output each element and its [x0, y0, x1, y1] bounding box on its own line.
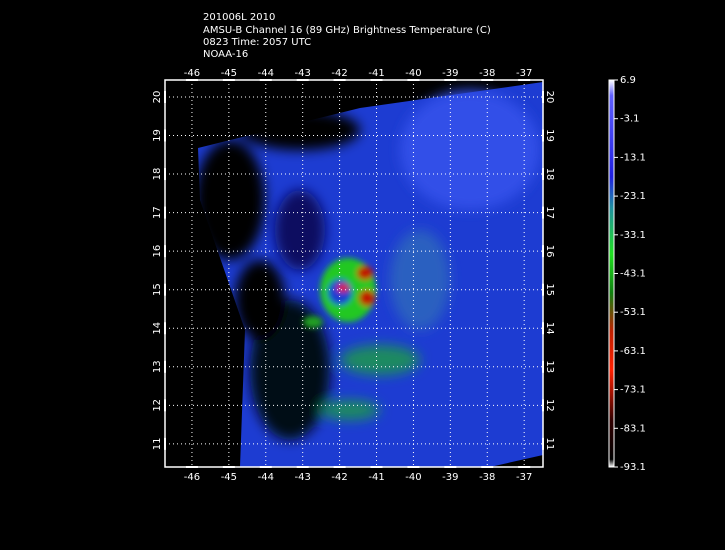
colorbar-label: -83.1 — [620, 423, 646, 434]
colorbar-label: -43.1 — [620, 269, 646, 280]
x-tick-label: -42 — [331, 472, 347, 483]
y-tick-label: 11 — [544, 438, 555, 451]
y-tick-label: 15 — [544, 283, 555, 296]
title-line: 0823 Time: 2057 UTC — [203, 37, 311, 48]
colorbar — [608, 79, 615, 468]
y-tick-label: 19 — [152, 129, 163, 142]
x-tick-label: -41 — [368, 68, 384, 79]
y-tick-label: 18 — [544, 168, 555, 181]
y-tick-label: 14 — [544, 322, 555, 335]
y-tick-label: 16 — [544, 245, 555, 258]
colorbar-label: -93.1 — [620, 462, 646, 473]
y-tick-label: 11 — [152, 438, 163, 451]
x-tick-label: -46 — [184, 472, 200, 483]
x-tick-label: -39 — [442, 472, 458, 483]
colorbar-label: -63.1 — [620, 346, 646, 357]
y-tick-label: 20 — [152, 91, 163, 104]
y-tick-label: 16 — [152, 245, 163, 258]
x-tick-label: -45 — [221, 68, 237, 79]
x-tick-label: -39 — [442, 68, 458, 79]
x-tick-label: -44 — [258, 472, 274, 483]
y-tick-label: 12 — [544, 399, 555, 412]
y-tick-label: 17 — [544, 206, 555, 219]
colorbar-label: -33.1 — [620, 230, 646, 241]
x-tick-label: -38 — [479, 68, 495, 79]
colorbar-label: -3.1 — [620, 114, 640, 125]
colorbar-label: -73.1 — [620, 385, 646, 396]
y-tick-label: 18 — [152, 168, 163, 181]
colorbar-label: 6.9 — [620, 75, 636, 86]
storm — [303, 258, 376, 328]
y-tick-label: 17 — [152, 206, 163, 219]
y-tick-label: 12 — [152, 399, 163, 412]
x-tick-label: -40 — [405, 68, 421, 79]
satellite-image — [195, 82, 543, 467]
y-tick-label: 20 — [544, 91, 555, 104]
x-tick-label: -38 — [479, 472, 495, 483]
x-tick-label: -40 — [405, 472, 421, 483]
x-tick-label: -42 — [331, 68, 347, 79]
y-tick-label: 13 — [152, 360, 163, 373]
x-tick-label: -45 — [221, 472, 237, 483]
colorbar-label: -13.1 — [620, 152, 646, 163]
title-line: 201006L 2010 — [203, 12, 275, 23]
y-tick-label: 19 — [544, 129, 555, 142]
x-tick-label: -37 — [516, 68, 532, 79]
title-line: AMSU-B Channel 16 (89 GHz) Brightness Te… — [203, 25, 491, 36]
x-tick-label: -37 — [516, 472, 532, 483]
title: 201006L 2010 AMSU-B Channel 16 (89 GHz) … — [203, 12, 491, 60]
colorbar-label: -53.1 — [620, 307, 646, 318]
x-tick-label: -43 — [295, 68, 311, 79]
x-tick-label: -46 — [184, 68, 200, 79]
y-tick-label: 13 — [544, 360, 555, 373]
colorbar-label: -23.1 — [620, 191, 646, 202]
x-tick-label: -44 — [258, 68, 274, 79]
map-frame — [164, 79, 544, 468]
y-tick-label: 15 — [152, 283, 163, 296]
y-tick-label: 14 — [152, 322, 163, 335]
x-tick-label: -43 — [295, 472, 311, 483]
title-line: NOAA-16 — [203, 49, 248, 60]
x-tick-label: -41 — [368, 472, 384, 483]
